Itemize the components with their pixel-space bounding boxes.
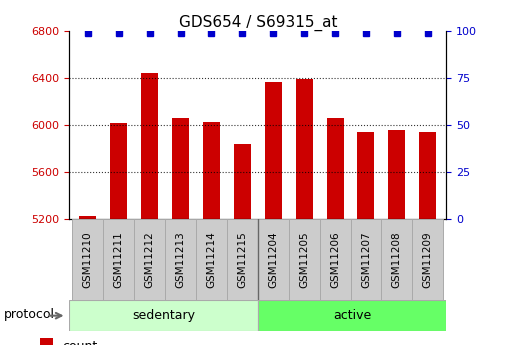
Bar [110,123,127,219]
Bar [172,118,189,219]
Bar [72,219,103,300]
Text: GSM11204: GSM11204 [268,231,278,288]
Text: GSM11207: GSM11207 [361,231,371,288]
Text: GSM11209: GSM11209 [423,231,433,288]
Text: protocol: protocol [4,308,54,321]
Bar [40,338,53,345]
Bar [258,219,289,300]
Bar [265,81,282,219]
Bar [203,121,220,219]
Text: GSM11205: GSM11205 [299,231,309,288]
Text: GSM11213: GSM11213 [175,231,186,288]
Text: GSM11211: GSM11211 [114,231,124,288]
Bar [320,219,350,300]
Bar [196,219,227,300]
Text: GSM11212: GSM11212 [145,231,154,288]
Text: GSM11215: GSM11215 [238,231,247,288]
Text: GSM11208: GSM11208 [392,231,402,288]
Bar [258,300,446,331]
Text: count: count [63,340,98,345]
Text: active: active [333,309,371,322]
Bar [388,130,405,219]
Bar [419,132,436,219]
Bar [327,118,344,219]
Text: GSM11210: GSM11210 [83,231,93,288]
Bar [234,144,251,219]
Text: GSM11206: GSM11206 [330,231,340,288]
Bar [350,219,381,300]
Bar [295,79,312,219]
Bar [134,219,165,300]
Bar [103,219,134,300]
Bar [358,132,374,219]
Bar [69,300,258,331]
Bar [289,219,320,300]
Text: GSM11214: GSM11214 [206,231,216,288]
Bar [165,219,196,300]
Title: GDS654 / S69315_at: GDS654 / S69315_at [179,15,337,31]
Text: sedentary: sedentary [132,309,195,322]
Bar [141,73,158,219]
Bar [381,219,412,300]
Bar [80,216,96,219]
Bar [412,219,443,300]
Bar [227,219,258,300]
